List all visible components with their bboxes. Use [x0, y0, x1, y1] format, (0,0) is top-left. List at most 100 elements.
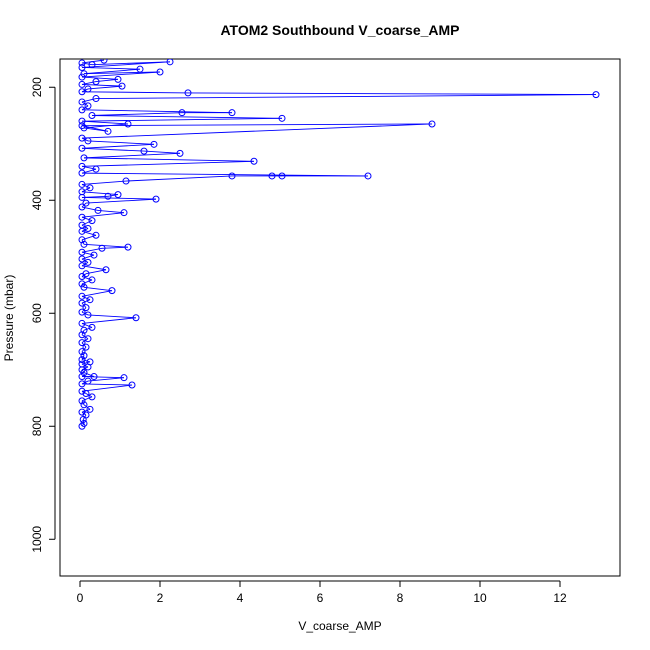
data-point	[120, 374, 128, 382]
series-segment	[83, 404, 91, 410]
x-tick-label: 12	[553, 591, 567, 605]
series-segment	[83, 68, 141, 75]
data-point	[92, 231, 100, 239]
data-point	[140, 147, 148, 155]
data-point	[78, 203, 86, 211]
series-segment	[81, 220, 93, 226]
data-point	[84, 85, 92, 93]
series-segment	[83, 152, 181, 159]
series-segment	[81, 390, 87, 394]
data-point	[84, 225, 92, 233]
series-segment	[81, 172, 369, 177]
series-segment	[85, 198, 157, 204]
series-segment	[87, 140, 155, 145]
series-segment	[81, 191, 119, 196]
data-point	[78, 373, 86, 381]
x-axis-label: V_coarse_AMP	[298, 619, 381, 633]
data-point	[86, 296, 94, 304]
data-point	[90, 251, 98, 259]
data-point	[78, 280, 86, 288]
series-segment	[81, 196, 157, 200]
data-point	[78, 262, 86, 270]
series-segment	[81, 351, 85, 356]
data-point	[78, 63, 86, 71]
data-point	[78, 117, 86, 125]
data-point	[86, 405, 94, 413]
data-point	[78, 169, 86, 177]
data-point	[428, 120, 436, 128]
data-point	[80, 352, 88, 360]
series-segment	[81, 62, 93, 66]
data-point	[82, 199, 90, 207]
series-segment	[81, 216, 93, 222]
series-segment	[81, 239, 85, 245]
series-segment	[143, 150, 181, 154]
series-segment	[87, 377, 125, 382]
data-point	[278, 114, 286, 122]
data-point	[82, 270, 90, 278]
series-segment	[81, 273, 87, 277]
y-tick-label: 400	[30, 190, 44, 210]
data-point	[124, 243, 132, 251]
series-segment	[81, 165, 97, 170]
data-point	[78, 248, 86, 256]
series-segment	[81, 265, 107, 271]
series-segment	[81, 384, 133, 392]
data-point	[78, 59, 86, 67]
x-tick-label: 4	[237, 591, 244, 605]
series-segment	[83, 123, 129, 129]
data-point	[84, 377, 92, 385]
series-segment	[81, 396, 93, 402]
series-segment	[81, 330, 85, 335]
data-point	[80, 154, 88, 162]
data-point	[228, 172, 236, 180]
x-tick-label: 2	[157, 591, 164, 605]
series-segment	[81, 91, 189, 94]
data-point	[82, 343, 90, 351]
series-segment	[95, 94, 597, 100]
series-segment	[83, 372, 95, 377]
data-point	[592, 91, 600, 99]
data-point	[78, 180, 86, 188]
series-segment	[81, 71, 161, 78]
series-segment	[81, 109, 233, 114]
series-segment	[81, 251, 95, 256]
series-segment	[81, 101, 89, 107]
series-segment	[81, 254, 95, 260]
data-point	[114, 75, 122, 83]
data-point	[78, 360, 86, 368]
data-point	[78, 188, 86, 196]
data-point	[90, 373, 98, 381]
data-point	[122, 177, 130, 185]
x-axis: 0 2 4 6 8 10 12	[77, 580, 567, 605]
data-point	[124, 120, 132, 128]
data-point	[78, 98, 86, 106]
data-point	[364, 172, 372, 180]
data-point	[78, 88, 86, 96]
data-point	[136, 65, 144, 73]
series-segment	[83, 157, 255, 162]
series-segment	[81, 295, 91, 301]
data-series	[78, 59, 600, 430]
plot-frame	[59, 58, 621, 577]
series-segment	[91, 61, 171, 66]
data-point	[114, 191, 122, 199]
data-point	[78, 397, 86, 405]
series-segment	[101, 246, 129, 249]
series-segment	[81, 212, 125, 218]
y-tick-label: 600	[30, 303, 44, 323]
series-segment	[83, 71, 161, 75]
series-segment	[87, 85, 123, 90]
series-segment	[81, 361, 91, 365]
series-segment	[81, 400, 85, 405]
data-point	[102, 266, 110, 274]
data-point	[104, 127, 112, 135]
series-segment	[81, 160, 255, 167]
data-point	[86, 184, 94, 192]
data-point	[80, 419, 88, 427]
data-point	[88, 217, 96, 225]
y-axis-label: Pressure (mbar)	[2, 275, 16, 362]
data-point	[88, 112, 96, 120]
series-segment	[81, 98, 97, 103]
series-segment	[81, 105, 89, 111]
